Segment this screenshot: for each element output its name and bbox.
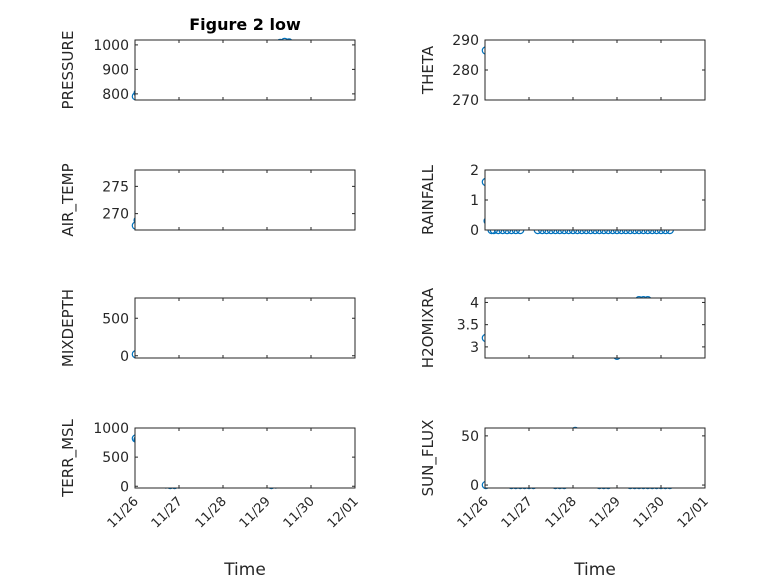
chart-theta: 270 280 290 THETA bbox=[419, 33, 706, 109]
y-axis-label: MIXDEPTH bbox=[59, 289, 77, 367]
y-tick-label: 500 bbox=[102, 450, 129, 466]
axes-frame bbox=[134, 39, 356, 101]
y-tick-label: 1 bbox=[470, 193, 479, 209]
chart-mixdepth: 0 500 MIXDEPTH bbox=[59, 289, 356, 367]
y-tick-label: 800 bbox=[102, 87, 129, 103]
axes-frame bbox=[484, 427, 706, 489]
y-tick-label: 270 bbox=[452, 93, 479, 109]
y-tick-label: 0 bbox=[120, 349, 129, 365]
y-tick-label: 270 bbox=[102, 207, 129, 223]
chart-rainfall: 0 1 2 RAINFALL bbox=[419, 163, 706, 239]
y-axis-label: THETA bbox=[419, 45, 437, 95]
y-tick-label: 50 bbox=[461, 429, 479, 445]
chart-h2omixra: 3 3.5 4 H2OMIXRA bbox=[419, 287, 706, 368]
axes-frame bbox=[134, 169, 356, 231]
y-tick-label: 1000 bbox=[93, 38, 129, 54]
y-tick-label: 500 bbox=[102, 311, 129, 327]
axes-frame bbox=[134, 427, 356, 489]
y-tick-label: 0 bbox=[120, 479, 129, 495]
axes-frame bbox=[134, 297, 356, 359]
chart-title: Figure 2 low bbox=[189, 15, 301, 34]
y-axis-label: AIR_TEMP bbox=[59, 163, 78, 236]
y-tick-label: 275 bbox=[102, 179, 129, 195]
y-tick-label: 0 bbox=[470, 478, 479, 494]
axes-frame bbox=[484, 39, 706, 101]
y-tick-label: 280 bbox=[452, 63, 479, 79]
x-axis-label: Time bbox=[223, 560, 266, 580]
x-axis-label: Time bbox=[573, 560, 616, 580]
y-axis-label: RAINFALL bbox=[419, 164, 437, 235]
axes-frame bbox=[484, 297, 706, 359]
y-tick-label: 2 bbox=[470, 163, 479, 179]
axes-frame bbox=[484, 169, 706, 231]
y-tick-label: 3.5 bbox=[457, 318, 479, 334]
y-tick-label: 900 bbox=[102, 62, 129, 78]
chart-pressure: 800 900 1000 PRESSURE Figure 2 low bbox=[59, 15, 356, 110]
y-tick-label: 290 bbox=[452, 33, 479, 49]
y-axis-label: SUN_FLUX bbox=[419, 420, 438, 497]
y-tick-label: 1000 bbox=[93, 421, 129, 437]
y-tick-label: 3 bbox=[470, 340, 479, 356]
y-tick-label: 4 bbox=[470, 295, 479, 311]
y-axis-label: TERR_MSL bbox=[59, 418, 78, 497]
y-axis-label: PRESSURE bbox=[59, 31, 77, 110]
chart-air_temp: 270 275 AIR_TEMP bbox=[59, 163, 356, 237]
y-axis-label: H2OMIXRA bbox=[419, 287, 437, 368]
y-tick-label: 0 bbox=[470, 223, 479, 239]
